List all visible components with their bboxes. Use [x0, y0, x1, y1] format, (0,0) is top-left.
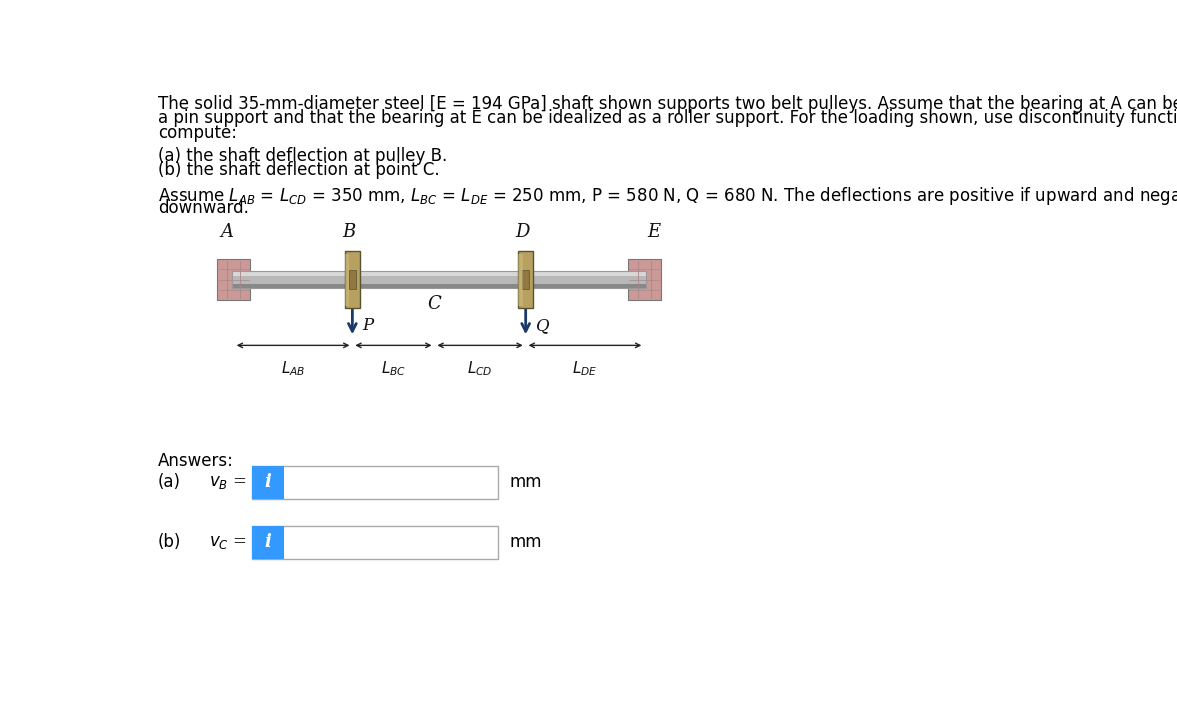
Polygon shape: [232, 284, 646, 289]
Text: compute:: compute:: [158, 124, 237, 141]
Text: $L_{AB}$: $L_{AB}$: [281, 359, 305, 378]
FancyBboxPatch shape: [345, 251, 360, 309]
Text: mm: mm: [510, 533, 541, 552]
Text: $L_{DE}$: $L_{DE}$: [572, 359, 598, 378]
Text: B: B: [343, 223, 355, 241]
Text: i: i: [265, 474, 272, 491]
Text: (a): (a): [158, 474, 181, 491]
Text: Answers:: Answers:: [158, 452, 234, 470]
FancyBboxPatch shape: [348, 270, 355, 289]
Text: a pin support and that the bearing at E can be idealized as a roller support. Fo: a pin support and that the bearing at E …: [158, 109, 1177, 127]
Text: E: E: [647, 223, 660, 241]
Text: The solid 35-mm-diameter steel [E = 194 GPa] shaft shown supports two belt pulle: The solid 35-mm-diameter steel [E = 194 …: [158, 95, 1177, 113]
FancyBboxPatch shape: [218, 259, 251, 300]
Text: (b) the shaft deflection at point C.: (b) the shaft deflection at point C.: [158, 161, 440, 179]
FancyBboxPatch shape: [252, 466, 284, 498]
FancyBboxPatch shape: [523, 270, 530, 289]
Polygon shape: [232, 271, 646, 276]
Text: downward.: downward.: [158, 199, 250, 217]
FancyBboxPatch shape: [518, 251, 533, 309]
Text: (b): (b): [158, 533, 181, 552]
Text: $v_C$ =: $v_C$ =: [210, 534, 247, 551]
Text: P: P: [363, 317, 373, 334]
Text: (a) the shaft deflection at pulley B.: (a) the shaft deflection at pulley B.: [158, 146, 447, 165]
Text: Q: Q: [536, 317, 550, 334]
FancyBboxPatch shape: [345, 254, 350, 306]
Text: Assume $L_{AB}$ = $L_{CD}$ = 350 mm, $L_{BC}$ = $L_{DE}$ = 250 mm, P = 580 N, Q : Assume $L_{AB}$ = $L_{CD}$ = 350 mm, $L_…: [158, 185, 1177, 207]
Text: mm: mm: [510, 474, 541, 491]
Text: $L_{CD}$: $L_{CD}$: [467, 359, 493, 378]
Text: D: D: [514, 223, 530, 241]
FancyBboxPatch shape: [252, 526, 498, 559]
FancyBboxPatch shape: [627, 259, 660, 300]
Polygon shape: [232, 276, 646, 284]
Text: A: A: [220, 223, 233, 241]
FancyBboxPatch shape: [252, 466, 498, 498]
FancyBboxPatch shape: [252, 526, 284, 559]
Text: C: C: [427, 295, 441, 313]
FancyBboxPatch shape: [518, 254, 523, 306]
Text: $v_B$ =: $v_B$ =: [210, 474, 247, 491]
Text: $L_{BC}$: $L_{BC}$: [381, 359, 406, 378]
Text: i: i: [265, 533, 272, 552]
